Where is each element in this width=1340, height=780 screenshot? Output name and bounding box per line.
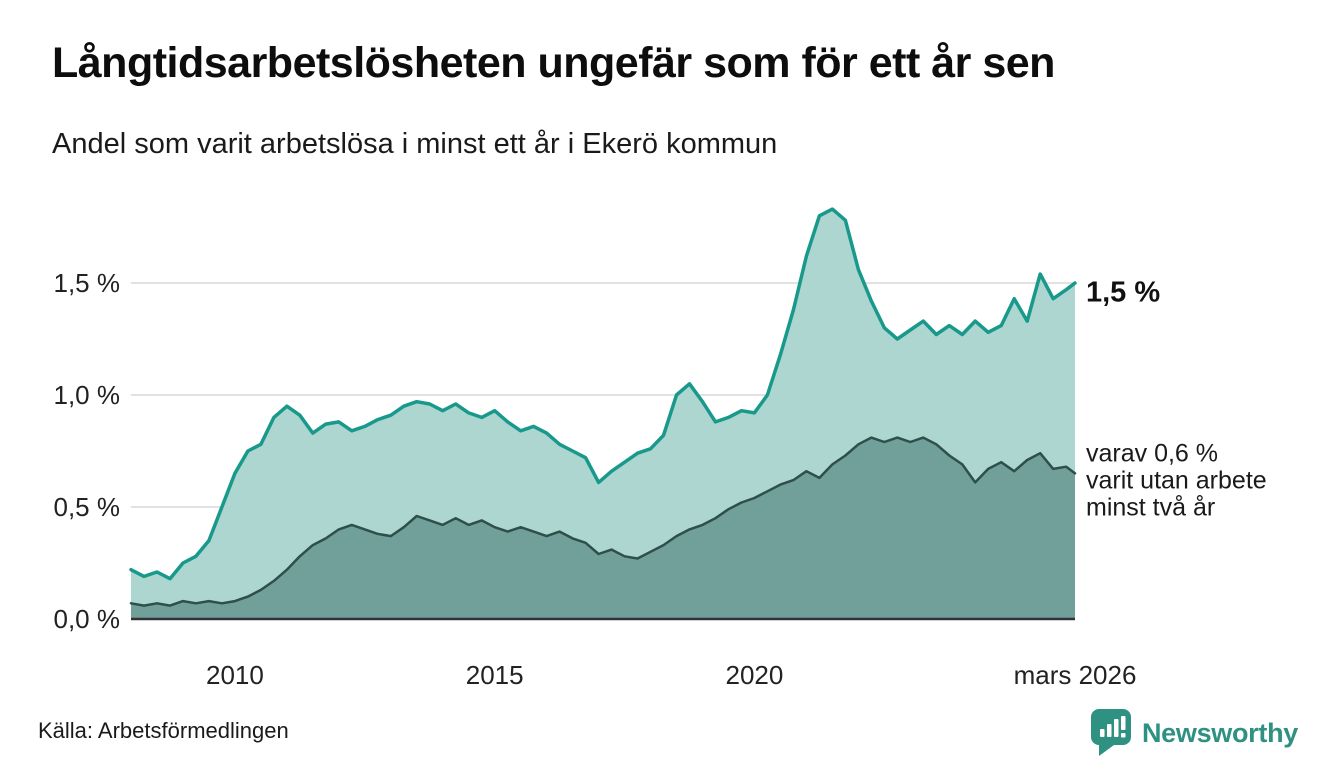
x-tick-label: 2010: [205, 660, 264, 690]
page-subtitle: Andel som varit arbetslösa i minst ett å…: [52, 128, 778, 160]
secondary-annotation-line: varit utan arbete: [1086, 466, 1267, 495]
source-caption: Källa: Arbetsförmedlingen: [38, 718, 289, 743]
page-title: Långtidsarbetslösheten ungefär som för e…: [52, 39, 1055, 87]
newsworthy-logo-text: Newsworthy: [1141, 717, 1298, 748]
y-tick-label: 1,0 %: [53, 380, 121, 410]
y-tick-label: 1,5 %: [53, 268, 121, 298]
latest-value-label: 1,5 %: [1086, 276, 1161, 309]
secondary-annotation-line: varav 0,6 %: [1086, 439, 1219, 468]
newsworthy-logo-icon: [1090, 709, 1131, 756]
x-tick-label: 2020: [725, 660, 784, 690]
x-tick-label: mars 2026: [1013, 660, 1137, 690]
y-tick-label: 0,5 %: [53, 492, 121, 522]
secondary-series-annotation: varav 0,6 % varit utan arbete minst två år: [1086, 439, 1267, 522]
secondary-annotation-line: minst två år: [1086, 493, 1216, 522]
y-tick-label: 0,0 %: [53, 604, 121, 634]
newsworthy-logo: Newsworthy: [1090, 708, 1298, 758]
x-tick-label: 2015: [465, 660, 524, 690]
